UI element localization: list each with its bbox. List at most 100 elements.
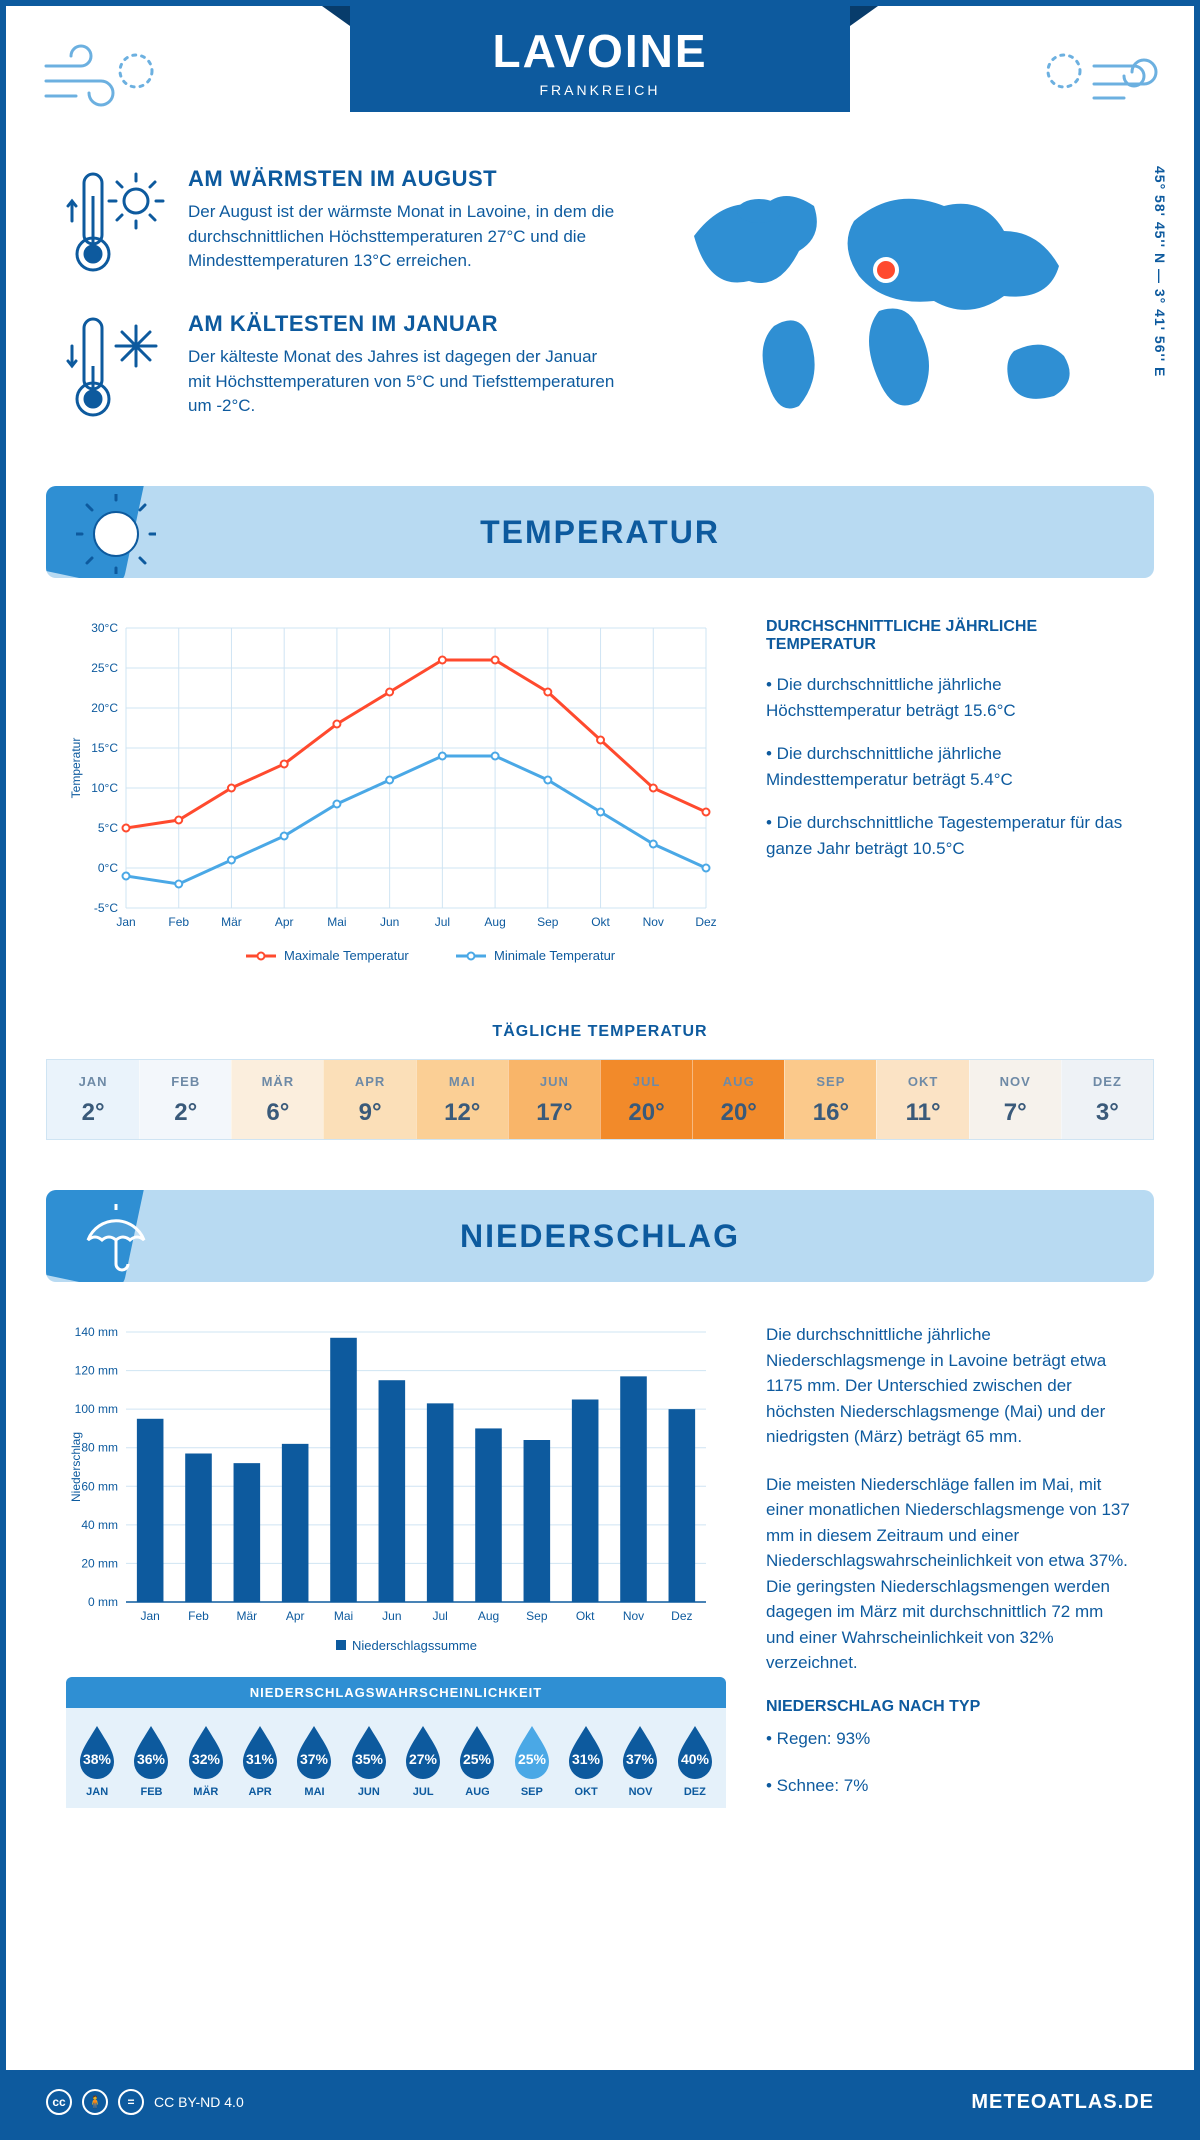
precip-bar-chart: 0 mm20 mm40 mm60 mm80 mm100 mm120 mm140 … — [66, 1322, 726, 1667]
svg-text:Mai: Mai — [327, 915, 346, 929]
month-cell: JUL20° — [600, 1060, 692, 1139]
cold-title: AM KÄLTESTEN IM JANUAR — [188, 311, 624, 337]
wind-icon — [1039, 36, 1159, 121]
svg-text:Feb: Feb — [168, 915, 189, 929]
svg-text:10°C: 10°C — [91, 781, 118, 795]
svg-text:Jul: Jul — [435, 915, 450, 929]
probability-drop: 38%JAN — [72, 1722, 122, 1798]
probability-drop: 27%JUL — [398, 1722, 448, 1798]
wind-icon — [41, 36, 161, 121]
sun-icon — [76, 494, 156, 578]
svg-text:Aug: Aug — [484, 915, 505, 929]
temp-info-b1: • Die durchschnittliche jährliche Höchst… — [766, 672, 1134, 723]
svg-text:36%: 36% — [137, 1751, 166, 1767]
probability-drop: 36%FEB — [126, 1722, 176, 1798]
month-cell: DEZ3° — [1061, 1060, 1153, 1139]
probability-drop: 31%APR — [235, 1722, 285, 1798]
svg-text:25%: 25% — [518, 1751, 547, 1767]
month-cell: JUN17° — [508, 1060, 600, 1139]
precip-type-title: NIEDERSCHLAG NACH TYP — [766, 1698, 1134, 1716]
svg-text:20°C: 20°C — [91, 701, 118, 715]
daily-temp-grid: JAN2°FEB2°MÄR6°APR9°MAI12°JUN17°JUL20°AU… — [46, 1059, 1154, 1140]
cold-text: Der kälteste Monat des Jahres ist dagege… — [188, 345, 624, 419]
brand: METEOATLAS.DE — [971, 2091, 1154, 2114]
svg-text:30°C: 30°C — [91, 621, 118, 635]
svg-text:25%: 25% — [463, 1751, 492, 1767]
intro-row: AM WÄRMSTEN IM AUGUST Der August ist der… — [6, 156, 1194, 486]
precip-type-1: • Regen: 93% — [766, 1726, 1134, 1752]
probability-drop: 40%DEZ — [670, 1722, 720, 1798]
precip-p1: Die durchschnittliche jährliche Niedersc… — [766, 1322, 1134, 1450]
umbrella-icon — [76, 1198, 156, 1282]
month-cell: NOV7° — [969, 1060, 1061, 1139]
svg-text:Jun: Jun — [382, 1609, 401, 1623]
temp-info-b2: • Die durchschnittliche jährliche Mindes… — [766, 741, 1134, 792]
svg-text:Okt: Okt — [591, 915, 610, 929]
section-title-precip: NIEDERSCHLAG — [46, 1218, 1154, 1255]
section-title-temp: TEMPERATUR — [46, 514, 1154, 551]
svg-text:Maximale Temperatur: Maximale Temperatur — [284, 948, 409, 963]
precip-p2: Die meisten Niederschläge fallen im Mai,… — [766, 1472, 1134, 1676]
footer: cc 🧍 = CC BY-ND 4.0 METEOATLAS.DE — [6, 2070, 1194, 2134]
svg-text:5°C: 5°C — [98, 821, 118, 835]
precip-type-2: • Schnee: 7% — [766, 1773, 1134, 1799]
svg-text:Jan: Jan — [116, 915, 135, 929]
nd-icon: = — [118, 2089, 144, 2115]
month-cell: APR9° — [323, 1060, 415, 1139]
svg-text:32%: 32% — [192, 1751, 221, 1767]
svg-text:37%: 37% — [300, 1751, 329, 1767]
probability-drop: 37%MAI — [289, 1722, 339, 1798]
title-ribbon: LAVOINE FRANKREICH — [350, 6, 850, 112]
prob-title: NIEDERSCHLAGSWAHRSCHEINLICHKEIT — [66, 1677, 726, 1708]
month-cell: FEB2° — [139, 1060, 231, 1139]
svg-text:Nov: Nov — [643, 915, 664, 929]
temp-info-b3: • Die durchschnittliche Tagestemperatur … — [766, 810, 1134, 861]
by-icon: 🧍 — [82, 2089, 108, 2115]
temp-info: DURCHSCHNITTLICHE JÄHRLICHE TEMPERATUR •… — [766, 618, 1134, 983]
month-cell: JAN2° — [47, 1060, 139, 1139]
probability-drop: 31%OKT — [561, 1722, 611, 1798]
svg-text:100 mm: 100 mm — [75, 1402, 118, 1416]
probability-drop: 25%SEP — [507, 1722, 557, 1798]
svg-text:-5°C: -5°C — [94, 901, 118, 915]
cc-icon: cc — [46, 2089, 72, 2115]
svg-text:Minimale Temperatur: Minimale Temperatur — [494, 948, 616, 963]
svg-text:Jan: Jan — [140, 1609, 159, 1623]
svg-text:120 mm: 120 mm — [75, 1364, 118, 1378]
svg-text:25°C: 25°C — [91, 661, 118, 675]
probability-drop: 25%AUG — [452, 1722, 502, 1798]
svg-text:60 mm: 60 mm — [81, 1479, 118, 1493]
world-map: 45° 58' 45'' N — 3° 41' 56'' E — [654, 166, 1134, 456]
precip-probability-box: NIEDERSCHLAGSWAHRSCHEINLICHKEIT 38%JAN36… — [66, 1677, 726, 1808]
license-text: CC BY-ND 4.0 — [154, 2094, 244, 2110]
probability-drop: 32%MÄR — [181, 1722, 231, 1798]
svg-text:Jun: Jun — [380, 915, 399, 929]
svg-text:Mai: Mai — [334, 1609, 353, 1623]
svg-text:27%: 27% — [409, 1751, 438, 1767]
city-title: LAVOINE — [350, 24, 850, 78]
warm-title: AM WÄRMSTEN IM AUGUST — [188, 166, 624, 192]
warm-blurb: AM WÄRMSTEN IM AUGUST Der August ist der… — [66, 166, 624, 281]
svg-text:Aug: Aug — [478, 1609, 499, 1623]
svg-text:140 mm: 140 mm — [75, 1325, 118, 1339]
svg-text:Nov: Nov — [623, 1609, 644, 1623]
warm-text: Der August ist der wärmste Monat in Lavo… — [188, 200, 624, 274]
svg-text:Jul: Jul — [432, 1609, 447, 1623]
probability-drop: 35%JUN — [344, 1722, 394, 1798]
month-cell: MÄR6° — [231, 1060, 323, 1139]
svg-text:80 mm: 80 mm — [81, 1441, 118, 1455]
svg-text:Feb: Feb — [188, 1609, 209, 1623]
month-cell: SEP16° — [784, 1060, 876, 1139]
daily-temp-title: TÄGLICHE TEMPERATUR — [6, 1023, 1194, 1041]
thermometer-cold-icon — [66, 311, 166, 426]
svg-text:Dez: Dez — [695, 915, 716, 929]
svg-text:Mär: Mär — [236, 1609, 257, 1623]
license-block: cc 🧍 = CC BY-ND 4.0 — [46, 2089, 244, 2115]
svg-text:Niederschlagssumme: Niederschlagssumme — [352, 1638, 477, 1653]
coordinates: 45° 58' 45'' N — 3° 41' 56'' E — [1152, 166, 1168, 377]
svg-text:Mär: Mär — [221, 915, 242, 929]
month-cell: OKT11° — [876, 1060, 968, 1139]
svg-text:Apr: Apr — [286, 1609, 305, 1623]
country-subtitle: FRANKREICH — [350, 82, 850, 98]
svg-text:Sep: Sep — [526, 1609, 548, 1623]
